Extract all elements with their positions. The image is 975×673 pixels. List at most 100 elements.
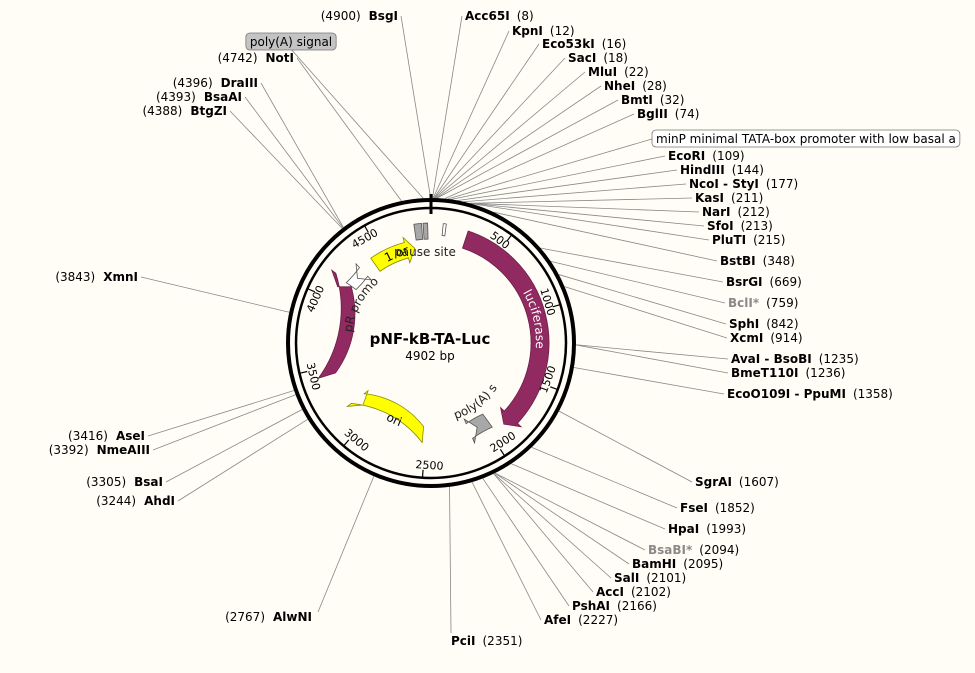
site-name: DraIII — [221, 76, 258, 90]
site-bmti: BmtI (32) — [621, 93, 685, 107]
leader-line — [575, 344, 729, 360]
tick-line — [363, 225, 369, 233]
polya-signal-label: poly(A) signal — [250, 35, 332, 49]
site-bamhi: BamHI (2095) — [632, 557, 723, 571]
leader-line — [432, 15, 463, 199]
site-pos: (759) — [766, 296, 798, 310]
backbone-ring — [286, 194, 576, 488]
site-name: BmeT110I — [731, 366, 799, 380]
site-pos: (22) — [624, 65, 649, 79]
site-eco53ki: Eco53kI (16) — [542, 37, 626, 51]
site-bstbi: BstBI (348) — [720, 254, 795, 268]
leader-line — [558, 274, 727, 325]
site-fsei: FseI (1852) — [680, 501, 755, 515]
site-pos: (4388) — [142, 104, 182, 118]
site-alwni: AlwNI (2767) — [225, 610, 312, 624]
site-pos: (109) — [712, 149, 744, 163]
polya-signal-box: poly(A) signal — [245, 32, 337, 51]
leader-line — [432, 30, 510, 199]
site-name: HindIII — [680, 163, 725, 177]
site-acci: AccI (2102) — [596, 585, 671, 599]
site-pcii: PciI (2351) — [451, 634, 522, 648]
polya-block — [422, 222, 429, 240]
polya-signal-box-bg — [245, 32, 337, 51]
site-draiii: DraIII (4396) — [173, 76, 258, 90]
leader-line — [540, 247, 724, 283]
site-bsabi-: BsaBI* (2094) — [648, 543, 739, 557]
site-pos: (3416) — [68, 429, 108, 443]
site-pos: (215) — [753, 233, 785, 247]
site-name: NheI — [604, 79, 635, 93]
site-bmet110i: BmeT110I (1236) — [731, 366, 845, 380]
site-name: EcoRI — [668, 149, 705, 163]
leader-line — [470, 202, 705, 227]
site-pos: (211) — [731, 191, 763, 205]
ampr-promoter-feature — [345, 262, 373, 291]
site-name: KasI — [695, 191, 724, 205]
site-name: XmnI — [103, 270, 138, 284]
site-saci: SacI (18) — [568, 51, 628, 65]
pause-site-label: pause site — [394, 245, 456, 259]
site-pos: (2166) — [617, 599, 657, 613]
plasmid-size: 4902 bp — [405, 349, 455, 363]
site-pos: (2094) — [699, 543, 739, 557]
site-pos: (1852) — [715, 501, 755, 515]
site-sali: SalI (2101) — [614, 571, 686, 585]
site-bsrgi: BsrGI (669) — [726, 275, 802, 289]
site-asei: AseI (3416) — [68, 429, 145, 443]
site-mlui: MluI (22) — [588, 65, 649, 79]
site-pos: (8) — [517, 9, 534, 23]
leader-line — [575, 344, 729, 374]
leader-line — [511, 463, 666, 530]
site-kasi: KasI (211) — [695, 191, 763, 205]
tick-line — [552, 303, 561, 308]
site-xcmi: XcmI (914) — [730, 331, 803, 345]
site-name: HpaI — [668, 522, 699, 536]
site-pos: (1607) — [739, 475, 779, 489]
site-pos: (18) — [603, 51, 628, 65]
ori-feature — [345, 389, 424, 444]
sv40-polya-feature — [463, 413, 493, 445]
luciferase-feature — [461, 230, 550, 428]
site-pos: (842) — [766, 317, 798, 331]
site-acc65i: Acc65I (8) — [465, 9, 534, 23]
site-name: KpnI — [512, 24, 543, 38]
leader-line — [573, 367, 725, 395]
site-hpai: HpaI (1993) — [668, 522, 746, 536]
leader-line — [140, 276, 290, 313]
leader-line — [451, 155, 666, 200]
leader-line — [493, 473, 612, 579]
tick-label: 2500 — [415, 458, 444, 473]
site-ecori: EcoRI (109) — [668, 149, 745, 163]
ampr-feature — [317, 269, 356, 379]
site-pos: (32) — [660, 93, 685, 107]
leader-line — [434, 57, 566, 199]
leader-line — [558, 410, 693, 483]
leader-line — [289, 47, 424, 199]
site-pos: (4742) — [218, 51, 258, 65]
site-pos: (3305) — [86, 475, 126, 489]
site-pos: (3392) — [49, 443, 89, 457]
site-name: SalI — [614, 571, 639, 585]
site-pos: (3843) — [55, 270, 95, 284]
site-pos: (3244) — [96, 494, 136, 508]
site-labels: BsgI (4900) NotI (4742) DraIII (4396)BsaAI (43… — [49, 9, 961, 648]
leader-line — [469, 197, 693, 204]
leader-line — [152, 394, 296, 451]
site-kpni: KpnI (12) — [512, 24, 575, 38]
site-name: PciI — [451, 634, 476, 648]
site-bsgi: BsgI (4900) — [321, 9, 398, 23]
site-name: BglII — [637, 107, 668, 121]
leader-line — [494, 472, 630, 565]
tick-label: 3500 — [304, 361, 323, 391]
leader-line — [229, 110, 343, 229]
site-pos: (74) — [675, 107, 700, 121]
site-bsai: BsaI (3305) — [86, 475, 163, 489]
leader-line — [165, 409, 303, 483]
site-pos: (12) — [550, 24, 575, 38]
site-name: PluTI — [712, 233, 746, 247]
leader-line — [317, 476, 375, 613]
site-noti: NotI (4742) — [218, 51, 294, 65]
site-name: SacI — [568, 51, 596, 65]
